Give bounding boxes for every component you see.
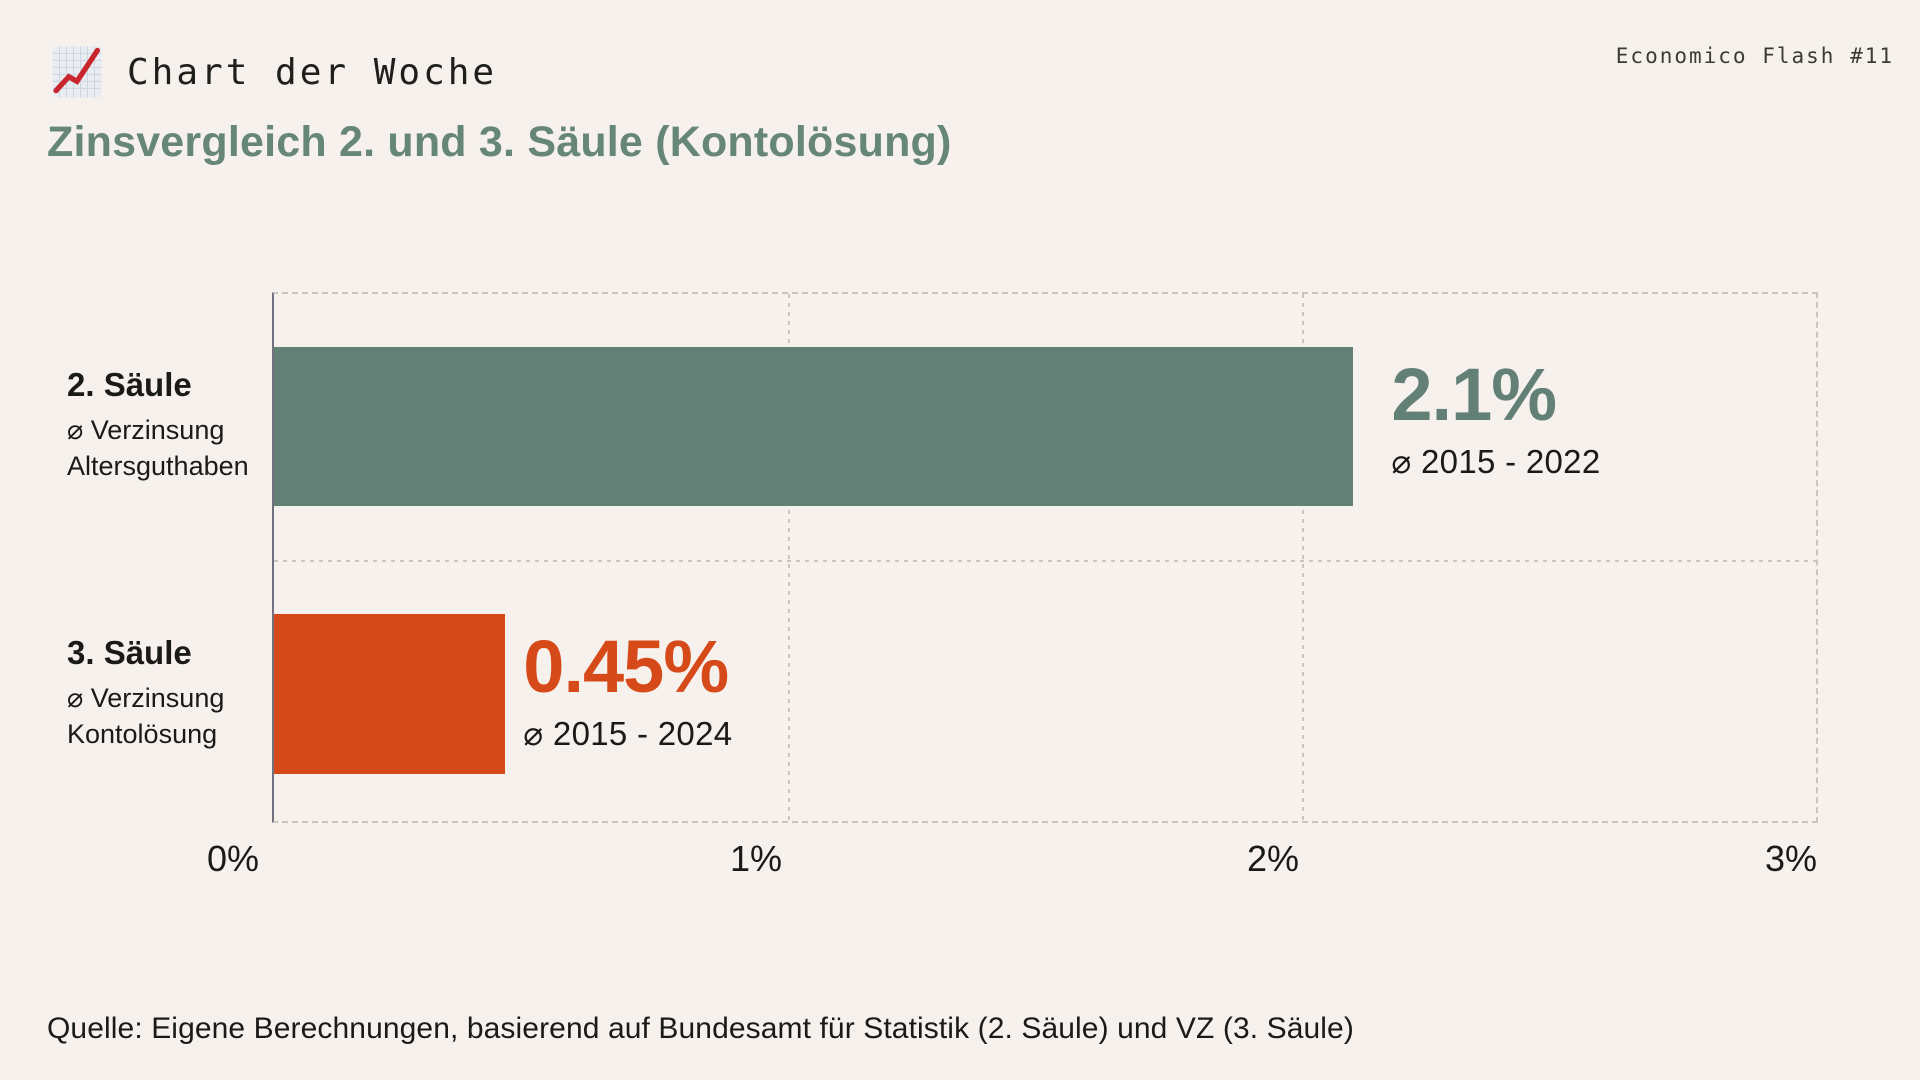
row-label-3-saeule: 3. Säule ⌀ Verzinsung Kontolösung: [67, 634, 282, 753]
row-label-sub: ⌀ Verzinsung Altersguthaben: [67, 415, 249, 482]
bar-row-3-saeule: 0.45% ⌀ 2015 - 2024: [274, 560, 1816, 821]
bar-row-2-saeule: 2.1% ⌀ 2015 - 2022: [274, 294, 1816, 560]
x-tick-1: 1%: [729, 838, 783, 879]
row-label-title: 3. Säule: [67, 634, 192, 671]
row-label-2-saeule: 2. Säule ⌀ Verzinsung Altersguthaben: [67, 366, 282, 485]
plot-area: 2.1% ⌀ 2015 - 2022 0.45% ⌀ 2015 - 2024: [272, 292, 1818, 823]
bar-period: ⌀ 2015 - 2024: [523, 715, 733, 752]
row-separator: [274, 560, 1816, 562]
bar-value: 2.1%: [1391, 353, 1557, 436]
x-tick-3: 3%: [1764, 838, 1818, 879]
chart-increasing-icon: [52, 46, 102, 98]
x-tick-0: 0%: [206, 838, 260, 879]
row-label-sub: ⌀ Verzinsung Kontolösung: [67, 683, 225, 750]
row-label-title: 2. Säule: [67, 366, 192, 403]
bar: [274, 614, 506, 774]
header-badge: Chart der Woche: [49, 44, 497, 100]
gridline-2pct: [1302, 294, 1304, 821]
source-note: Quelle: Eigene Berechnungen, basierend a…: [47, 1012, 1354, 1045]
bar-value: 0.45%: [523, 625, 729, 708]
page-title: Zinsvergleich 2. und 3. Säule (Kontolösu…: [47, 118, 952, 166]
badge-title: Chart der Woche: [127, 51, 498, 93]
bar-period: ⌀ 2015 - 2022: [1391, 443, 1601, 480]
value-block: 0.45% ⌀ 2015 - 2024: [523, 630, 732, 753]
issue-tag: Economico Flash #11: [1615, 44, 1894, 68]
x-tick-2: 2%: [1246, 838, 1300, 879]
value-block: 2.1% ⌀ 2015 - 2022: [1391, 358, 1600, 481]
bar: [274, 347, 1354, 506]
gridline-1pct: [787, 294, 790, 821]
